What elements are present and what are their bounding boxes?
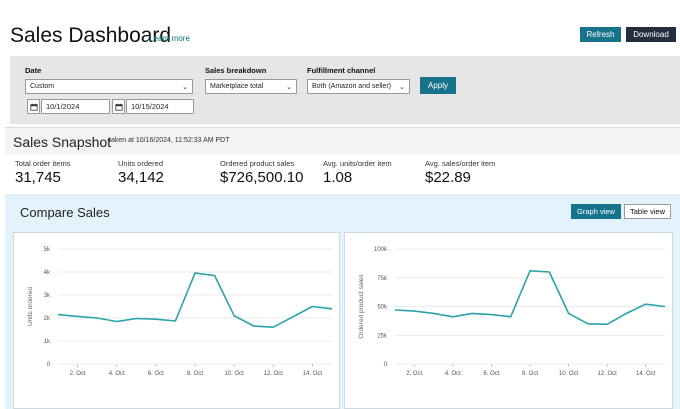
y-tick-label: 25k [377, 333, 388, 339]
metric-value: $726,500.10 [220, 169, 304, 186]
x-tick-label: 4. Oct [445, 371, 461, 377]
x-tick-label: 14. Oct [636, 371, 656, 377]
metric-label: Avg. sales/order item [425, 159, 496, 168]
y-tick-label: 5k [44, 247, 51, 253]
start-date-input[interactable]: 10/1/2024 [41, 99, 110, 114]
end-date-input[interactable]: 10/15/2024 [126, 99, 194, 114]
calendar-icon[interactable] [112, 99, 125, 114]
metric-label: Units ordered [118, 159, 164, 168]
snapshot-title: Sales Snapshot [13, 134, 112, 150]
x-tick-label: 8. Oct [522, 371, 538, 377]
y-tick-label: 100k [374, 247, 388, 253]
metric-value: 31,745 [15, 169, 61, 186]
metric-label: Ordered product sales [220, 159, 295, 168]
units-chart-card: 0 1k 2k 3k 4k 5k 2. Oct 4. Oct 6. Oct 8. Oct 10. O… [13, 232, 340, 409]
y-axis-label: Units ordered [27, 287, 34, 326]
chevron-down-icon: ⌄ [182, 84, 188, 91]
chevron-down-icon: ⌄ [399, 84, 405, 91]
filter-panel: Date Custom ⌄ 10/1/2024 10/15/2024 Sales… [10, 56, 680, 124]
graph-view-button[interactable]: Graph view [571, 204, 621, 219]
y-tick-label: 2k [44, 316, 51, 322]
y-tick-label: 50k [377, 305, 388, 311]
compare-sales-panel: Compare Sales Graph view Table view 0 1k 2… [5, 194, 680, 409]
apply-button[interactable]: Apply [420, 77, 456, 94]
x-tick-label: 10. Oct [224, 371, 244, 377]
x-tick-label: 2. Oct [406, 371, 422, 377]
calendar-icon[interactable] [27, 99, 40, 114]
x-tick-label: 6. Oct [483, 371, 499, 377]
snapshot-header: Sales Snapshot taken at 10/16/2024, 11:5… [5, 128, 680, 154]
y-axis-label: Ordered product sales [358, 274, 365, 339]
refresh-button[interactable]: Refresh [580, 27, 621, 42]
x-tick-label: 6. Oct [148, 371, 164, 377]
channel-value: Both (Amazon and seller) [312, 83, 391, 90]
date-range-select[interactable]: Custom ⌄ [25, 79, 193, 94]
metric-value: $22.89 [425, 169, 471, 186]
date-label: Date [25, 66, 42, 75]
y-tick-label: 1k [44, 339, 51, 345]
x-tick-label: 12. Oct [264, 371, 284, 377]
x-tick-label: 4. Oct [109, 371, 125, 377]
x-tick-label: 2. Oct [70, 371, 86, 377]
breakdown-label: Sales breakdown [205, 66, 267, 75]
snapshot-timestamp: taken at 10/16/2024, 11:52:33 AM PDT [109, 137, 230, 144]
metric-value: 1.08 [323, 169, 353, 186]
y-tick-label: 75k [377, 276, 388, 282]
y-tick-label: 4k [44, 270, 51, 276]
x-tick-label: 12. Oct [597, 371, 617, 377]
compare-title: Compare Sales [20, 205, 110, 220]
download-button[interactable]: Download [626, 27, 676, 42]
metric-value: 34,142 [118, 169, 164, 186]
x-tick-label: 10. Oct [559, 371, 579, 377]
page-header: Sales Dashboard Learn more Refresh Downl… [0, 0, 680, 56]
series-line [394, 269, 666, 326]
date-range-value: Custom [30, 83, 55, 90]
y-tick-label: 0 [384, 362, 388, 368]
y-tick-label: 0 [47, 362, 51, 368]
units-ordered-chart: 0 1k 2k 3k 4k 5k 2. Oct 4. Oct 6. Oct 8. Oct 10. O… [27, 247, 333, 377]
series-line [57, 272, 333, 328]
page-title: Sales Dashboard [10, 24, 172, 47]
channel-select[interactable]: Both (Amazon and seller) ⌄ [307, 79, 410, 94]
sales-chart-card: 0 25k 50k 75k 100k 2. Oct 4. Oct 6. Oct 8. Oct 10… [344, 232, 673, 409]
breakdown-select[interactable]: Marketplace total ⌄ [205, 79, 297, 94]
y-tick-label: 3k [44, 293, 51, 299]
breakdown-value: Marketplace total [210, 83, 264, 90]
chevron-down-icon: ⌄ [286, 84, 292, 91]
sales-snapshot: Sales Snapshot taken at 10/16/2024, 11:5… [5, 127, 680, 189]
x-tick-label: 8. Oct [187, 371, 203, 377]
metric-label: Total order items [15, 159, 71, 168]
metric-label: Avg. units/order item [323, 159, 392, 168]
learn-more-link[interactable]: Learn more [149, 34, 190, 43]
table-view-button[interactable]: Table view [624, 204, 671, 219]
x-tick-label: 14. Oct [303, 371, 323, 377]
product-sales-chart: 0 25k 50k 75k 100k 2. Oct 4. Oct 6. Oct 8. Oct 10… [358, 247, 666, 377]
channel-label: Fulfillment channel [307, 66, 376, 75]
